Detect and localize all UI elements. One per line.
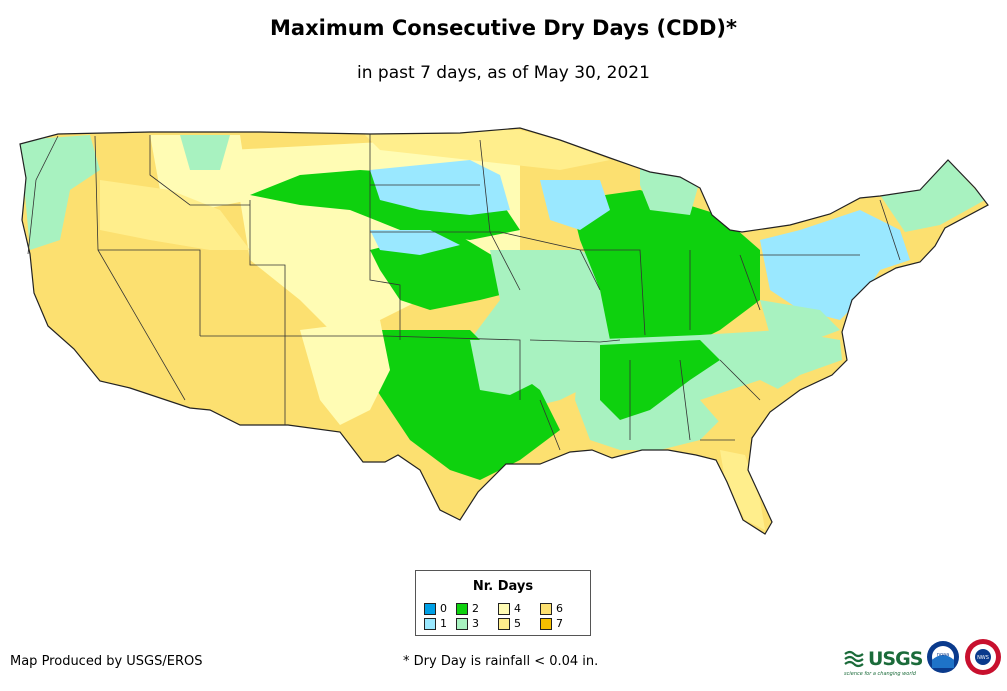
region-montana-3-days (180, 135, 230, 170)
legend-item-2: 2 (456, 603, 479, 617)
nws-text: NWS (977, 655, 989, 661)
dry-day-footnote: * Dry Day is rainfall < 0.04 in. (403, 654, 599, 669)
legend-label: 3 (472, 617, 479, 630)
region-montana-4-days (150, 135, 250, 210)
region-texas-2-days (370, 330, 560, 480)
noaa-text: noaa (937, 652, 949, 658)
legend-label: 1 (440, 617, 447, 630)
legend-label: 6 (556, 602, 563, 615)
region-pnw-3-days (20, 135, 100, 250)
producer-credit: Map Produced by USGS/EROS (10, 654, 203, 669)
legend-item-5: 5 (498, 618, 521, 632)
usgs-wordmark: USGS (868, 648, 923, 670)
border-la (539, 399, 561, 451)
region-nebraska-1-day (370, 230, 460, 255)
border-il-in (580, 249, 646, 336)
region-oklahoma-3-days (470, 340, 540, 395)
legend-swatch (424, 603, 436, 615)
border-new-england (879, 199, 901, 261)
legend-swatch (456, 618, 468, 630)
region-dakota-1-day (370, 160, 510, 215)
legend-label: 5 (514, 617, 521, 630)
border-oh-pa (739, 254, 761, 311)
border-al-ga (679, 359, 691, 441)
region-idaho-5-days (100, 180, 250, 250)
nws-logo: NWS (965, 639, 1001, 675)
legend-title: Nr. Days (472, 579, 534, 594)
noaa-logo: noaa (927, 641, 959, 673)
region-wisconsin-1-day (540, 180, 610, 230)
border-coast (27, 135, 59, 255)
legend-swatch (540, 618, 552, 630)
border-id-mt (149, 135, 250, 206)
border-plains (369, 134, 401, 340)
legend-item-4: 4 (498, 603, 521, 617)
border-ok (384, 335, 521, 400)
legend-item-6: 6 (540, 603, 563, 617)
legend-label: 4 (514, 602, 521, 615)
region-northeast-1-day (760, 210, 910, 320)
usgs-tagline: science for a changing world (844, 671, 916, 677)
border-ca-nv (97, 249, 186, 401)
border-wy-co (249, 200, 286, 336)
legend-label: 7 (556, 617, 563, 630)
map-title: Maximum Consecutive Dry Days (CDD)* (270, 16, 737, 40)
legend-swatch (498, 618, 510, 630)
legend-swatch (456, 603, 468, 615)
legend-label: 0 (440, 602, 447, 615)
legend-swatch (498, 603, 510, 615)
legend-label: 2 (472, 602, 479, 615)
dry-days-regions (20, 128, 988, 534)
region-georgia-6-days (700, 380, 790, 440)
legend-item-7: 7 (540, 618, 563, 632)
region-eastern-nm-4-days (300, 320, 390, 425)
map-subtitle: in past 7 days, as of May 30, 2021 (357, 63, 650, 83)
region-new-england-3-days (880, 160, 985, 232)
state-borders (27, 134, 901, 451)
legend-item-3: 3 (456, 618, 479, 632)
legend-item-0: 0 (424, 603, 447, 617)
legend: Nr. Days 0 1 2 3 4 5 6 7 (415, 570, 591, 636)
region-michigan-3-days (640, 160, 700, 215)
border-nevada-utah (94, 135, 201, 336)
region-north-5-days (360, 130, 610, 170)
border-mn (479, 139, 521, 291)
region-virginia-3-days (760, 300, 840, 345)
border-ar-tn (529, 339, 621, 343)
legend-swatch (540, 603, 552, 615)
border-ga-sc (719, 359, 761, 401)
region-ohio-valley-2-days (570, 190, 760, 355)
legend-swatch (424, 618, 436, 630)
region-florida-5-days (720, 450, 765, 530)
usgs-logo: USGS science for a changing world (844, 644, 923, 677)
agency-logos: USGS science for a changing world noaa N… (840, 636, 1005, 680)
usgs-wave-icon (844, 650, 864, 668)
legend-item-1: 1 (424, 618, 447, 632)
